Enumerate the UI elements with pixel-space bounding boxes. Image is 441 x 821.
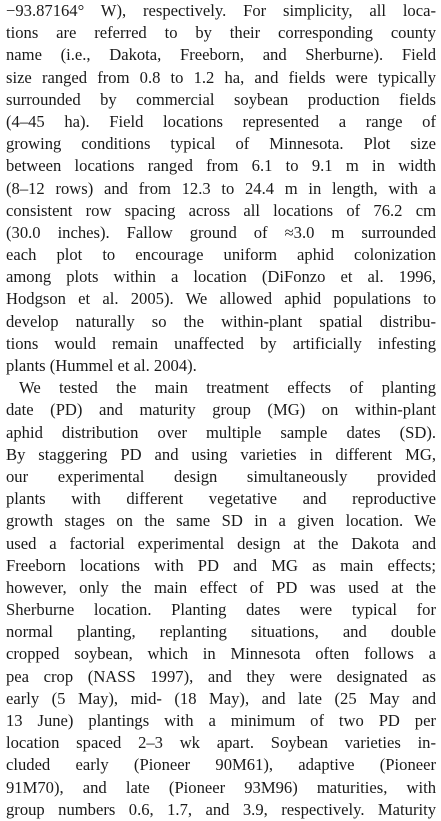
text-line: date (PD) and maturity group (MG) on wit… [6,400,436,420]
text-line: 13 June) plantings with a minimum of two… [6,711,436,730]
text-line: surrounded by commercial soybean product… [6,89,436,109]
text-line: pea crop (NASS 1997), and they were desi… [6,666,436,686]
text-line: consistent row spacing across all locati… [6,200,436,220]
text-line: growth stages on the same SD in a given … [6,511,436,531]
text-line: Hodgson et al. 2005). We allowed aphid p… [6,289,436,309]
text-line: plants (Hummel et al. 2004). [6,356,197,375]
paper-text-column: −93.87164° W), respectively. For simplic… [6,0,436,821]
text-line: between locations ranged from 6.1 to 9.1… [6,156,436,176]
text-line: cropped soybean, which in Minnesota ofte… [6,644,436,664]
text-line: among plots within a location (DiFonzo e… [6,267,436,287]
text-line: plants with different vegetative and rep… [6,489,436,509]
text-line: (30.0 inches). Fallow ground of ≈3.0 m s… [6,222,436,242]
paragraph-methods-locations: −93.87164° W), respectively. For simplic… [6,0,436,377]
text-line: 91M70), and late (Pioneer 93M96) maturit… [6,777,436,797]
text-line: each plot to encourage uniform aphid col… [6,245,436,265]
text-line: however, only the main effect of PD was … [6,577,436,597]
text-line: early (5 May), mid- (18 May), and late (… [6,688,436,708]
paragraph-methods-design: We tested the main treatment effects of … [6,377,436,821]
text-line: size ranged from 0.8 to 1.2 ha, and fiel… [6,67,436,87]
text-line: (4–45 ha). Field locations represented a… [6,111,436,131]
text-line: Sherburne location. Planting dates were … [6,600,436,620]
text-line: cluded early (Pioneer 90M61), adaptive (… [6,755,436,775]
text-line: (8–12 rows) and from 12.3 to 24.4 m in l… [6,178,436,198]
text-line: −93.87164° W), respectively. For simplic… [6,1,436,20]
text-line: tions are referred to by their correspon… [6,23,436,43]
text-line: location spaced 2–3 wk apart. Soybean va… [6,733,436,753]
text-line: aphid distribution over multiple sample … [6,422,436,442]
text-line: used a factorial experimental design at … [6,533,436,553]
text-line: normal planting, replanting situations, … [6,622,436,642]
text-line: Freeborn locations with PD and MG as mai… [6,555,436,575]
text-line: name (i.e., Dakota, Freeborn, and Sherbu… [6,45,436,65]
text-line: tions would remain unaffected by artific… [6,333,436,353]
text-line: We tested the main treatment effects of … [19,378,436,398]
text-line: develop naturally so the within-plant sp… [6,311,436,331]
text-line: growing conditions typical of Minnesota.… [6,134,436,154]
text-line: our experimental design simultaneously p… [6,466,436,486]
text-line: group numbers 0.6, 1.7, and 3.9, respect… [6,799,436,819]
text-line: By staggering PD and using varieties in … [6,444,436,464]
